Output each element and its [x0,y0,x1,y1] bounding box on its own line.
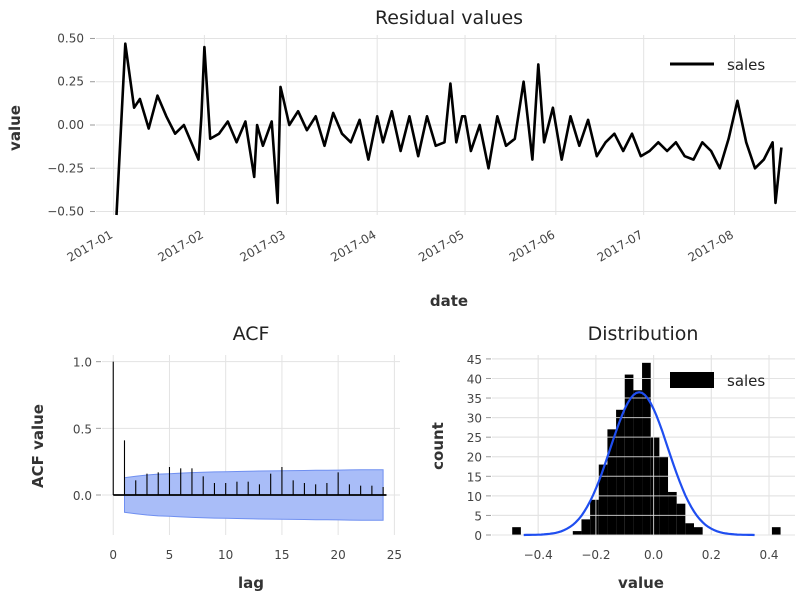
dist-bar [581,519,591,535]
dist-x-tick-label: 0.2 [702,548,721,562]
dist-legend: sales [670,372,765,390]
acf-x-axis-label: lag [238,574,264,592]
dist-x-tick-label: −0.4 [524,548,553,562]
top-y-tick-label: 0.00 [57,118,84,132]
dist-legend-label: sales [727,372,765,390]
top-x-tick-label: 2017-03 [237,227,287,264]
dist-y-tick-label: 20 [467,451,482,465]
dist-y-tick-label: 10 [467,490,482,504]
dist-y-tick-label: 35 [467,392,482,406]
dist-y-tick-label: 30 [467,412,482,426]
top-y-axis-label: value [6,105,24,151]
dist-bar [676,503,686,535]
dist-bar [650,437,660,535]
dist-bar [616,409,625,535]
acf-x-tick-label: 0 [109,548,117,562]
acf-title: ACF [233,323,270,345]
top-x-tick-label: 2017-08 [686,227,736,264]
acf-x-tick-label: 10 [218,548,233,562]
acf-y-tick-label: 0.5 [73,422,92,436]
top-legend: sales [670,56,765,74]
dist-x-axis-label: value [618,574,664,592]
dist-y-tick-label: 40 [467,372,482,386]
acf-stems [112,361,384,495]
distribution-chart: 0 5 10 15 20 25 30 35 40 45 −0.4 −0.2 0.0 0.2 0.4 Dist… [429,323,795,592]
top-grid [96,35,796,215]
dist-y-tick-label: 5 [474,509,482,523]
dist-bar [694,527,703,535]
dist-bar [633,390,643,535]
acf-chart: 0.0 0.5 1.0 0 5 10 15 20 25 ACF lag ACF value [29,323,402,592]
acf-y-axis-label: ACF value [29,404,47,488]
acf-x-tick-label: 25 [387,548,402,562]
top-x-tick-label: 2017-07 [595,227,645,264]
top-x-tick-label: 2017-02 [155,227,205,264]
top-y-ticks: −0.50 −0.25 0.00 0.25 0.50 [47,31,95,219]
dist-y-tick-label: 45 [467,353,482,367]
dist-ticks: 0 5 10 15 20 25 30 35 40 45 −0.4 −0.2 0.0 0.2 0.4 [467,353,779,562]
top-y-tick-label: −0.50 [47,205,84,219]
residual-values-chart: −0.50−0.250.000.250.50 2017-01 2017-02 201… [6,7,796,310]
dist-bar [607,429,617,535]
dist-bar [771,527,781,535]
top-y-tick-label: −0.25 [47,161,84,175]
dist-bar [572,531,582,535]
dist-y-tick-label: 15 [467,470,482,484]
top-x-ticks: 2017-01 2017-02 2017-03 2017-04 2017-05 2017-… [65,227,736,264]
acf-y-tick-label: 1.0 [73,356,92,370]
acf-x-tick-label: 20 [331,548,346,562]
acf-grid [102,355,400,535]
top-x-tick-label: 2017-04 [328,227,378,264]
dist-kde-curve [523,391,755,537]
top-legend-label: sales [727,56,765,74]
acf-x-tick-label: 5 [166,548,174,562]
dist-bar [685,523,694,535]
dist-bar [624,374,634,535]
dist-y-axis-label: count [429,422,447,470]
sales-line [115,42,783,216]
acf-y-tick-label: 0.0 [73,489,92,503]
dist-bar [590,499,599,535]
dist-bar [598,464,608,535]
dist-legend-swatch [670,372,714,388]
top-chart-title: Residual values [375,7,523,29]
top-x-axis-label: date [430,292,468,310]
acf-ticks: 0.0 0.5 1.0 0 5 10 15 20 25 [73,356,402,562]
dist-bar [512,527,521,535]
dist-x-tick-label: 0.4 [759,548,778,562]
top-x-tick-label: 2017-01 [65,227,115,264]
acf-x-tick-label: 15 [274,548,289,562]
dist-x-tick-label: 0.0 [644,548,663,562]
dist-x-tick-label: −0.2 [581,548,610,562]
dist-y-tick-label: 0 [474,529,482,543]
top-y-tick-label: 0.25 [57,75,84,89]
dist-bar [642,362,651,535]
dist-title: Distribution [588,323,699,345]
dist-bar [668,491,677,535]
top-x-tick-label: 2017-05 [416,227,466,264]
top-x-tick-label: 2017-06 [507,227,557,264]
dist-y-tick-label: 25 [467,431,482,445]
top-y-tick-label: 0.50 [57,31,84,45]
